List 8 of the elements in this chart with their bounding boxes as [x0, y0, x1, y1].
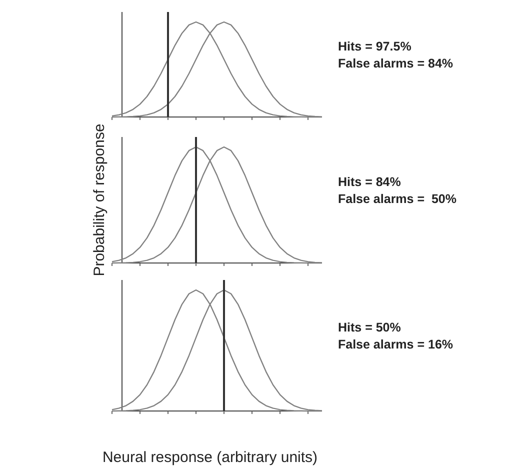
x-axis-title: Neural response (arbitrary units) [102, 449, 318, 466]
text: False alarms = 16% [338, 338, 454, 352]
text: Hits = 97.5% [338, 40, 412, 54]
text: False alarms = 50% [338, 192, 456, 206]
text: False alarms = 84% [338, 56, 454, 70]
text: Hits = 50% [338, 320, 401, 334]
text: Hits = 84% [338, 175, 401, 189]
y-axis-title: Probability of response [91, 124, 108, 276]
